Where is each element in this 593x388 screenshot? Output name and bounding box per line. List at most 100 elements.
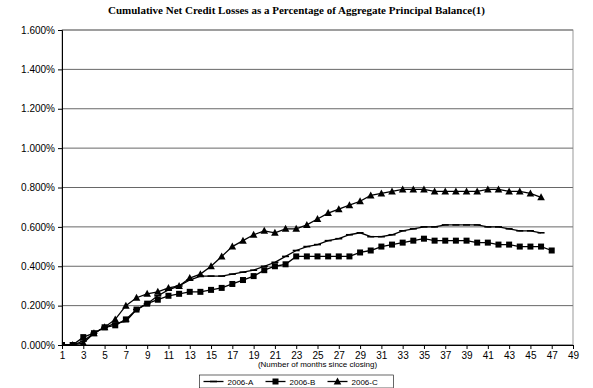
point (271, 262, 278, 264)
point (346, 201, 354, 208)
point (485, 240, 491, 246)
point (143, 290, 151, 297)
point (293, 250, 300, 252)
point (251, 273, 257, 279)
point (336, 253, 342, 259)
point (389, 242, 395, 248)
x-axis: 1357911131517192123252729313335373941434… (60, 345, 580, 361)
point (495, 185, 503, 192)
grid-line (62, 266, 573, 267)
point (176, 291, 182, 297)
y-tick: 0.000% (21, 340, 62, 351)
legend-label: 2006-C (352, 378, 378, 387)
point (293, 253, 299, 259)
point (155, 297, 161, 303)
x-tick: 43 (504, 345, 516, 361)
grid-line (62, 69, 573, 70)
y-tick: 0.800% (21, 182, 62, 193)
point (239, 271, 246, 273)
point (505, 187, 513, 194)
x-tick: 37 (440, 345, 452, 361)
x-tick-mark (275, 345, 276, 349)
point (250, 231, 258, 238)
point (122, 302, 130, 309)
point (79, 339, 87, 345)
point (292, 225, 300, 232)
point (219, 285, 225, 291)
y-tick-mark (58, 69, 62, 70)
point (506, 242, 512, 248)
point (218, 275, 225, 277)
grid-line (62, 226, 573, 227)
legend: 2006-A2006-B2006-C (200, 375, 394, 388)
point (260, 227, 268, 234)
x-tick-mark (552, 345, 553, 349)
point (123, 316, 129, 322)
point (464, 238, 470, 244)
x-tick-mark (381, 345, 382, 349)
x-tick-label: 33 (398, 350, 410, 361)
x-tick-label: 7 (124, 350, 130, 361)
x-tick-label: 35 (419, 350, 431, 361)
x-tick-mark (83, 345, 84, 349)
x-tick: 23 (291, 345, 303, 361)
x-tick-label: 41 (483, 350, 495, 361)
point (62, 341, 66, 345)
x-tick: 9 (145, 345, 151, 361)
point (367, 191, 375, 198)
point (346, 253, 352, 259)
grid-line (62, 305, 573, 306)
point (111, 315, 119, 322)
point (389, 234, 396, 236)
point (303, 221, 311, 228)
point (208, 287, 214, 293)
x-tick-label: 1 (60, 350, 66, 361)
point (410, 228, 417, 230)
point (453, 238, 459, 244)
y-tick-label: 1.000% (21, 143, 55, 154)
point (283, 261, 289, 267)
point (186, 274, 194, 281)
point (400, 240, 406, 246)
point (357, 249, 363, 255)
point (368, 248, 374, 254)
x-tick: 45 (525, 345, 537, 361)
point (506, 228, 513, 230)
y-tick: 1.200% (21, 103, 62, 114)
x-tick-label: 9 (145, 350, 151, 361)
x-tick-mark (147, 345, 148, 349)
y-tick-label: 0.000% (21, 340, 55, 351)
x-tick: 49 (568, 345, 580, 361)
point (229, 243, 237, 250)
x-tick-mark (467, 345, 468, 349)
x-tick: 19 (249, 345, 261, 361)
point (271, 229, 279, 236)
point (154, 295, 161, 297)
point (452, 187, 460, 194)
point (527, 230, 534, 232)
x-tick-label: 43 (504, 350, 516, 361)
x-tick: 47 (547, 345, 559, 361)
point (474, 240, 480, 246)
series-line (62, 225, 541, 345)
grid-line (62, 187, 573, 188)
x-tick: 29 (355, 345, 367, 361)
x-tick-label: 13 (185, 350, 197, 361)
point (484, 185, 492, 192)
point (495, 226, 502, 228)
grid (62, 30, 573, 345)
point (420, 226, 427, 228)
x-tick-label: 31 (376, 350, 388, 361)
series-markers (62, 225, 545, 345)
x-tick-mark (211, 345, 212, 349)
point (175, 282, 183, 289)
y-tick: 0.400% (21, 261, 62, 272)
plot-frame (62, 30, 573, 345)
y-tick-label: 0.200% (21, 300, 55, 311)
x-tick-mark (488, 345, 489, 349)
point (134, 307, 140, 313)
x-tick-mark (573, 345, 574, 349)
chart: Cumulative Net Credit Losses as a Percen… (0, 0, 593, 388)
point (410, 185, 418, 192)
legend-marker (210, 381, 217, 383)
